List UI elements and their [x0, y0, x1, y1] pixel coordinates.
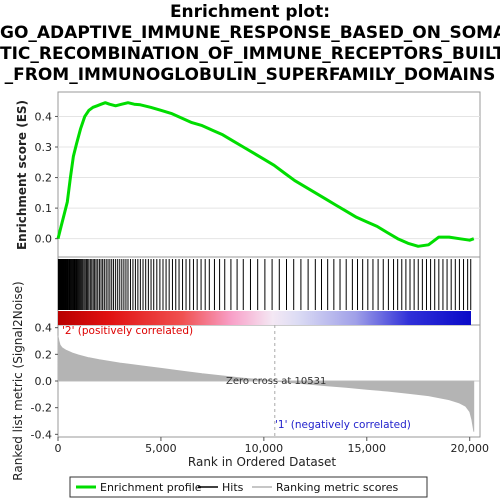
- title-line: TIC_RECOMBINATION_OF_IMMUNE_RECEPTORS_BU…: [0, 44, 500, 64]
- axis-layer: 0.0 0.1 0.2 0.3 0.4 -0.4 -0.2 0.0 0.2 0.4 0 5,000 10…: [31, 110, 489, 455]
- x-tick-label: 0: [55, 442, 62, 455]
- es-y-tick-label: 0.0: [35, 233, 53, 246]
- title-line: GO_ADAPTIVE_IMMUNE_RESPONSE_BASED_ON_SOM…: [0, 23, 500, 43]
- ranked-y-tick-label: -0.2: [31, 402, 52, 415]
- positive-correlation-label: '2' (positively correlated): [62, 325, 193, 337]
- hits-layer: [57, 259, 472, 310]
- es-grid: [58, 115, 480, 240]
- x-axis-label: Rank in Ordered Dataset: [188, 455, 336, 469]
- zero-cross-label: Zero cross at 10531: [226, 376, 326, 387]
- x-tick-label: 15,000: [348, 442, 387, 455]
- ranked-y-tick-label: -0.4: [31, 428, 52, 441]
- es-panel-frame: [57, 91, 481, 258]
- es-axis-label: Enrichment score (ES): [15, 100, 29, 250]
- ranked-y-tick-label: 0.2: [35, 348, 53, 361]
- ranked-y-tick-label: 0.4: [35, 322, 53, 335]
- ranked-axis-label: Ranked list metric (Signal2Noise): [11, 281, 25, 480]
- ranked-y-tick-label: 0.0: [35, 375, 53, 388]
- rank-heatmap-bar: [58, 311, 471, 325]
- chart-title: Enrichment plot: GO_ADAPTIVE_IMMUNE_RESP…: [0, 2, 500, 86]
- x-tick-label: 10,000: [245, 442, 284, 455]
- title-line: Enrichment plot:: [169, 2, 331, 22]
- es-y-tick-label: 0.3: [35, 141, 53, 154]
- ranked-layer: [57, 325, 480, 437]
- es-y-tick-label: 0.2: [35, 172, 53, 185]
- es-y-tick-label: 0.1: [35, 202, 53, 215]
- legend: Enrichment profile Hits Ranking metric s…: [69, 476, 428, 498]
- enrichment-profile-line: [56, 101, 475, 248]
- x-tick-label: 5,000: [145, 442, 177, 455]
- negative-correlation-label: '1' (negatively correlated): [275, 419, 411, 431]
- legend-box: [69, 476, 428, 498]
- legend-label-hits: Hits: [222, 481, 244, 494]
- ranking-metric-area: [57, 335, 475, 432]
- title-line: _FROM_IMMUNOGLOBULIN_SUPERFAMILY_DOMAINS: [4, 65, 496, 85]
- x-tick-label: 20,000: [450, 442, 489, 455]
- legend-label-ranking: Ranking metric scores: [276, 481, 398, 494]
- es-y-tick-label: 0.4: [35, 110, 53, 123]
- legend-label-enrichment: Enrichment profile: [100, 481, 202, 494]
- es-layer: [56, 101, 475, 248]
